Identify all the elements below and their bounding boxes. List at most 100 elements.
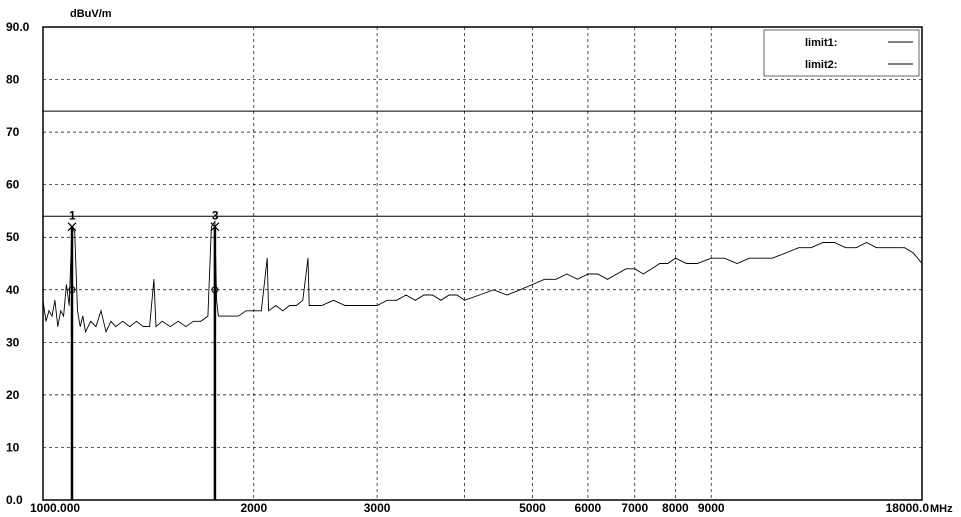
y-tick-label: 0.0 xyxy=(6,493,23,507)
data-point xyxy=(77,310,78,312)
x-tick-label: 5000 xyxy=(519,501,546,515)
data-point xyxy=(218,315,219,317)
data-point xyxy=(169,326,171,327)
y-tick-label: 80 xyxy=(6,73,20,87)
x-tick-label: 18000.0 xyxy=(886,501,930,515)
data-point xyxy=(142,326,144,327)
data-point xyxy=(686,263,687,264)
data-point xyxy=(544,278,545,280)
data-point xyxy=(105,331,107,333)
data-point xyxy=(260,310,262,312)
marker-label: 3 xyxy=(212,209,219,223)
x-tick-label: 8000 xyxy=(662,501,689,515)
data-point xyxy=(464,299,465,301)
x-tick-label: 6000 xyxy=(575,501,602,515)
data-point xyxy=(506,294,508,296)
data-point xyxy=(149,326,151,327)
data-point xyxy=(211,226,212,228)
data-point xyxy=(855,247,857,249)
data-point xyxy=(333,299,334,301)
marker-circle-icon xyxy=(211,286,219,294)
data-point xyxy=(48,310,50,312)
data-point xyxy=(736,263,738,264)
y-tick-label: 70 xyxy=(6,125,20,139)
data-point xyxy=(405,294,407,296)
data-point xyxy=(266,257,268,259)
data-point xyxy=(456,294,458,296)
data-point xyxy=(308,305,310,306)
data-point xyxy=(921,263,923,264)
data-point xyxy=(885,247,887,249)
data-point xyxy=(845,247,846,249)
data-point xyxy=(193,320,194,322)
data-point xyxy=(697,263,698,264)
data-point xyxy=(95,326,97,327)
data-point xyxy=(625,268,627,270)
data-point xyxy=(57,326,59,327)
data-point xyxy=(63,315,64,317)
data-point xyxy=(216,299,218,301)
data-point xyxy=(710,257,712,259)
plot-frame xyxy=(42,26,923,501)
x-axis-unit: MHz xyxy=(930,503,953,515)
data-point xyxy=(913,252,914,254)
data-point xyxy=(785,252,787,254)
y-tick-label: 50 xyxy=(6,230,20,244)
x-tick-label: 7000 xyxy=(621,501,648,515)
data-point xyxy=(771,257,773,259)
data-point xyxy=(295,305,297,306)
data-point xyxy=(74,231,76,233)
marker-x-icon xyxy=(67,222,77,232)
y-tick-label: 10 xyxy=(6,440,20,454)
data-point xyxy=(866,242,867,243)
y-axis-unit: dBuV/m xyxy=(70,8,112,20)
x-tick-label: 1000.000 xyxy=(30,501,80,515)
data-point xyxy=(253,310,255,312)
data-point xyxy=(834,242,835,243)
data-point xyxy=(876,247,877,249)
data-point xyxy=(231,315,233,317)
y-tick-label: 40 xyxy=(6,283,20,297)
data-point xyxy=(224,315,226,317)
data-point xyxy=(268,310,269,312)
legend-box xyxy=(763,29,920,77)
x-tick-label: 3000 xyxy=(364,501,391,515)
y-tick-label: 60 xyxy=(6,178,20,192)
data-point xyxy=(810,247,812,249)
series-layer xyxy=(42,220,923,334)
data-point xyxy=(479,294,480,296)
data-point xyxy=(642,273,644,275)
data-point xyxy=(177,320,179,322)
data-point xyxy=(448,294,450,296)
data-point xyxy=(275,305,277,306)
data-point xyxy=(42,299,44,301)
data-point xyxy=(45,320,47,322)
data-point xyxy=(423,294,425,296)
data-point xyxy=(185,326,187,327)
data-point xyxy=(82,315,84,317)
data-point xyxy=(607,278,608,280)
x-tick-labels: 1000.000 2000 3000 5000 6000 7000 8000 9000 1800… xyxy=(30,501,929,515)
data-point xyxy=(129,326,131,327)
data-point xyxy=(577,278,578,280)
data-point xyxy=(122,320,124,322)
data-point xyxy=(321,305,323,306)
data-point xyxy=(207,315,209,317)
data-point xyxy=(440,299,442,301)
x-tick-label: 2000 xyxy=(240,501,267,515)
data-point xyxy=(302,299,304,301)
data-point xyxy=(66,284,67,285)
data-point xyxy=(68,305,70,306)
y-tick-label: 30 xyxy=(6,335,20,349)
marker-x-icon xyxy=(210,222,220,232)
data-point xyxy=(760,257,762,259)
data-point xyxy=(597,273,599,275)
data-point xyxy=(748,257,750,259)
data-point xyxy=(895,247,896,249)
limit-lines xyxy=(43,110,922,217)
marker-circle-icon xyxy=(68,286,76,294)
data-point xyxy=(54,299,56,301)
data-point xyxy=(155,326,157,327)
data-point xyxy=(136,320,137,322)
